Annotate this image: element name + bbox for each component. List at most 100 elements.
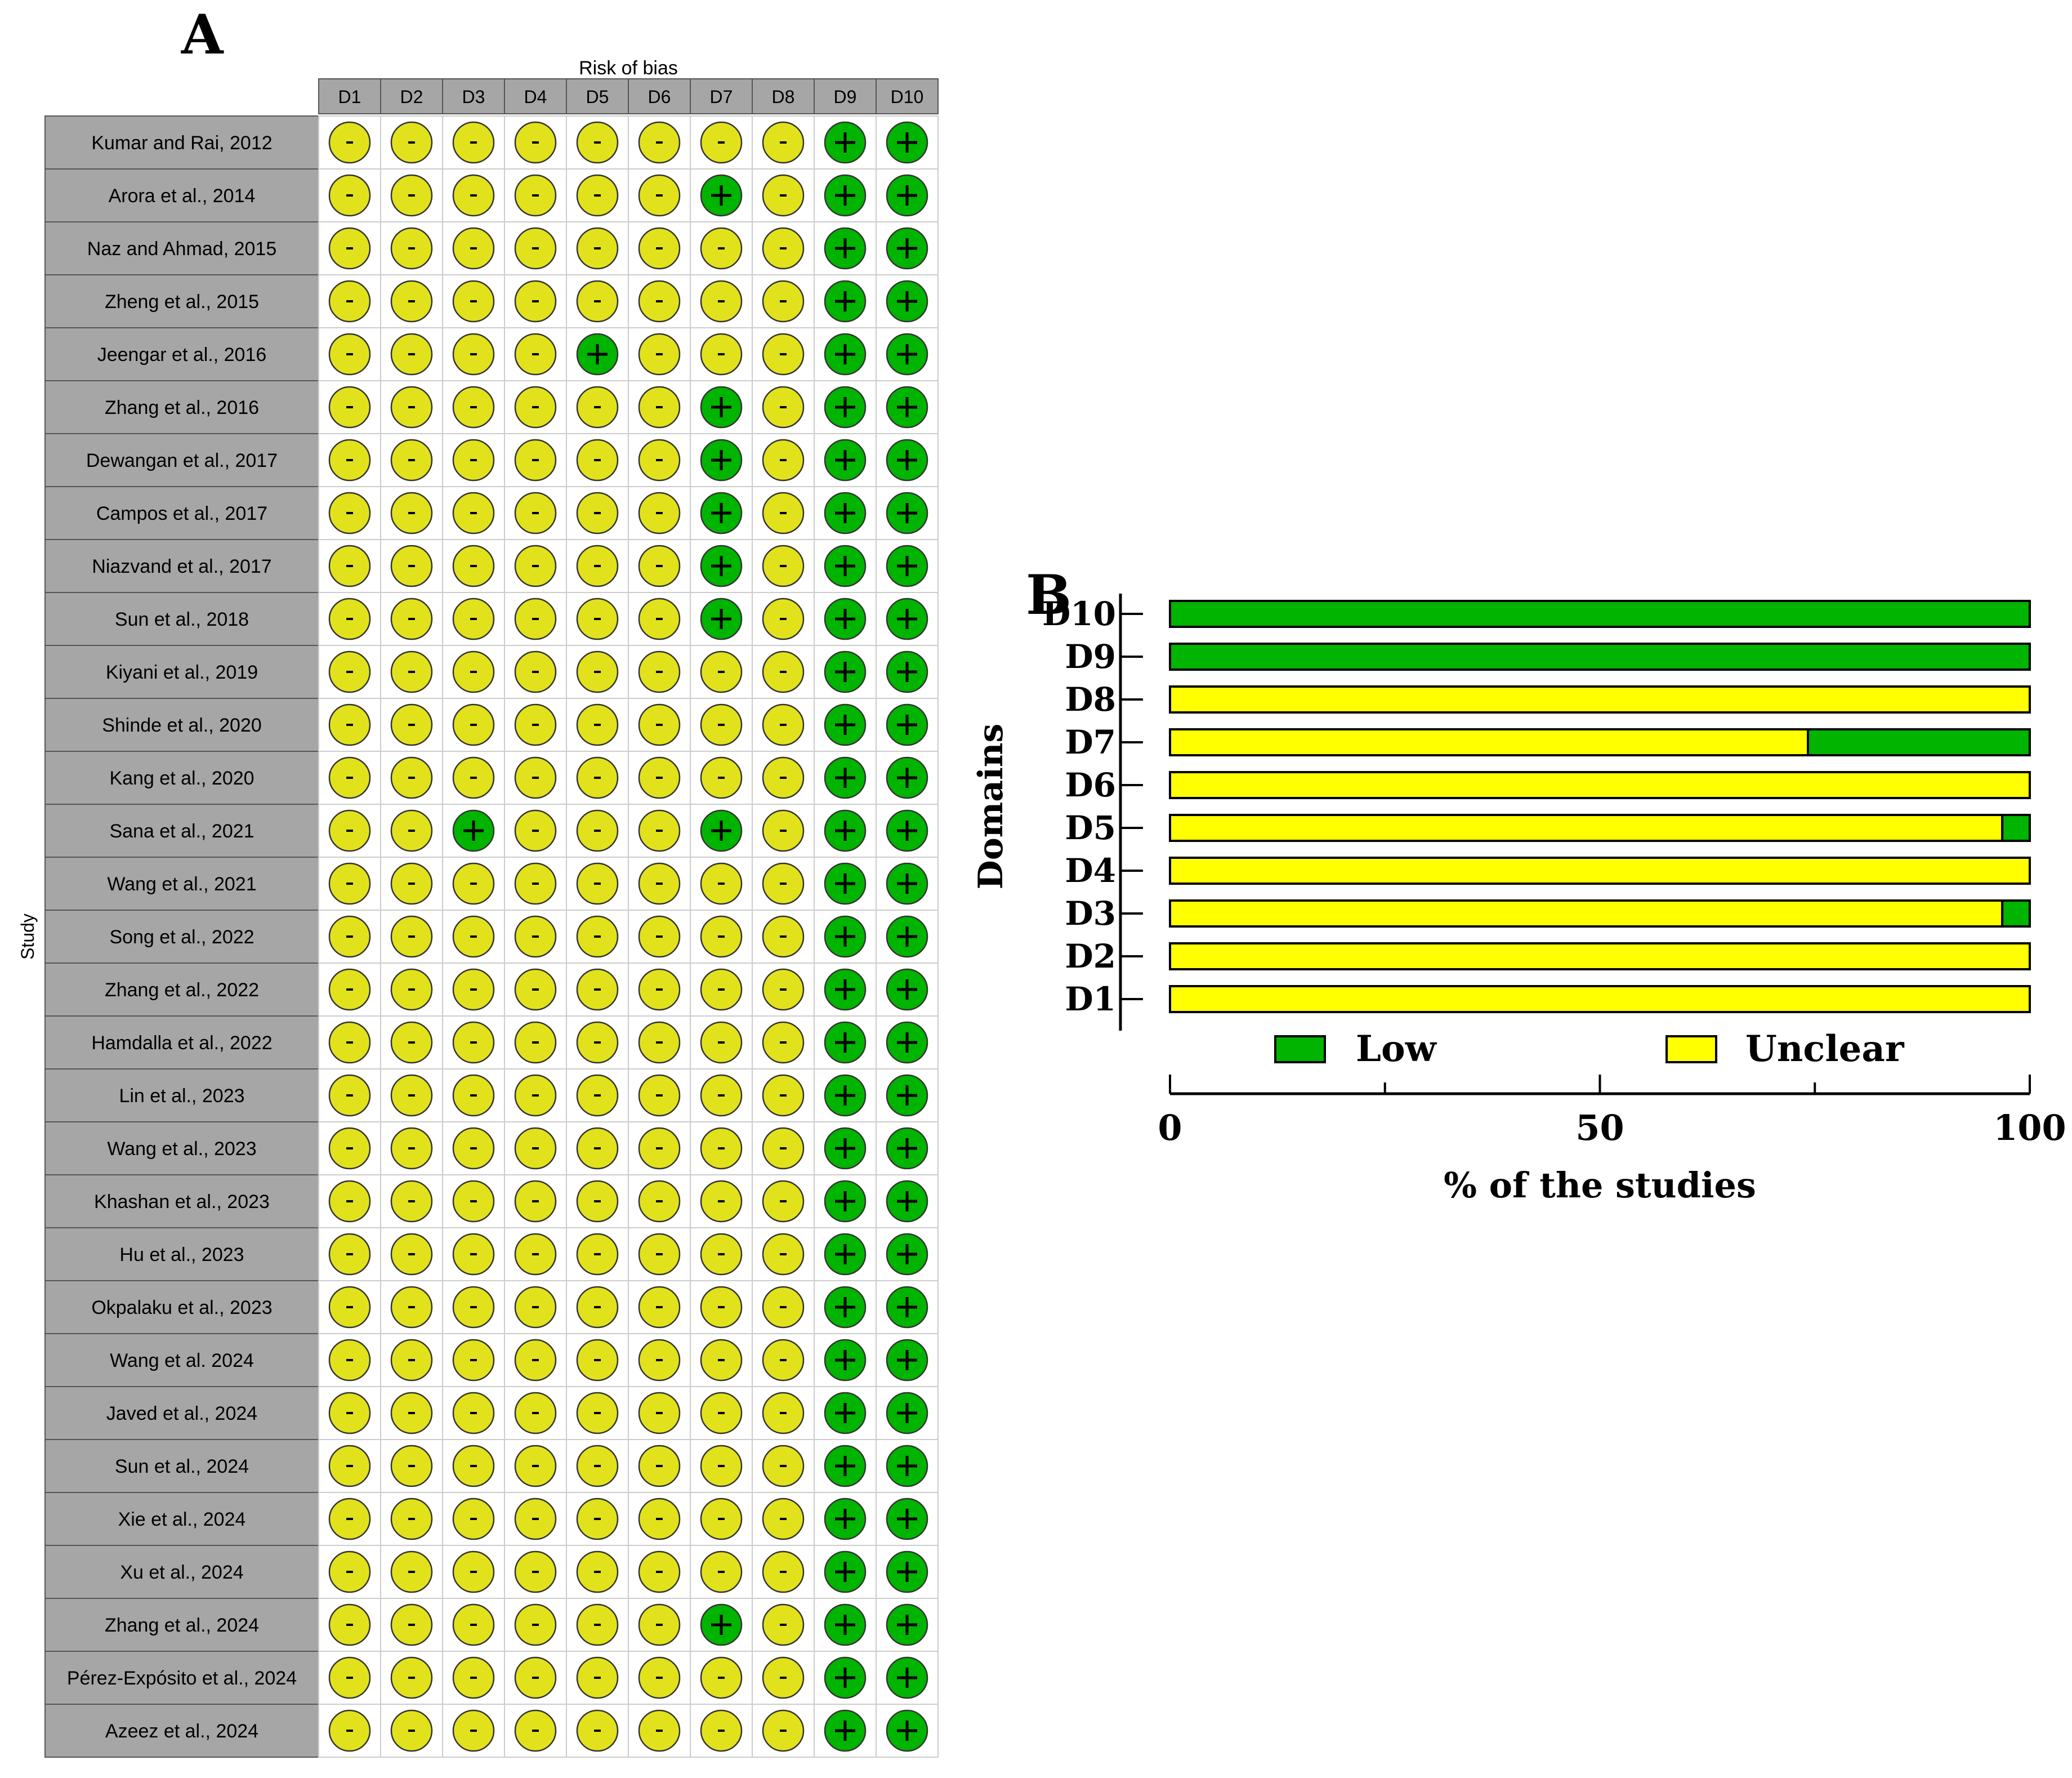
- bar-unclear-d6: [1169, 771, 2031, 799]
- domain-header-d10: [876, 78, 939, 114]
- study-label-cell: [44, 1386, 319, 1440]
- study-label-cell: [44, 1333, 319, 1387]
- domain-header-d4: [504, 78, 567, 114]
- domain-header-label: D3: [462, 87, 485, 107]
- study-name: Zhang et al., 2016: [105, 397, 259, 418]
- study-name: Hamdalla et al., 2022: [91, 1032, 272, 1054]
- legend-unclear-swatch: [1665, 1035, 1717, 1063]
- y-tick-label: D2: [1065, 937, 1116, 975]
- study-name: Wang et al., 2023: [107, 1138, 256, 1160]
- study-name: Niazvand et al., 2017: [92, 556, 271, 577]
- study-name: Xu et al., 2024: [120, 1562, 243, 1583]
- domain-header-d1: [318, 78, 381, 114]
- study-name: Song et al., 2022: [109, 926, 254, 948]
- bar-low-d5: [2001, 814, 2031, 842]
- study-name: Khashan et al., 2023: [94, 1191, 270, 1213]
- study-label-cell: [44, 168, 319, 222]
- bar-low-d10: [1169, 600, 2031, 628]
- study-name: Hu et al., 2023: [119, 1244, 244, 1265]
- x-tick-label: 0: [1158, 1107, 1182, 1148]
- study-name: Xie et al., 2024: [118, 1509, 246, 1530]
- x-tick-label: 100: [1993, 1107, 2066, 1148]
- study-name: Arora et al., 2014: [109, 185, 256, 207]
- study-label-cell: [44, 1227, 319, 1281]
- bar-low-d9: [1169, 643, 2031, 671]
- legend-unclear-label: Unclear: [1745, 1028, 1905, 1070]
- y-tick-label: D6: [1065, 766, 1116, 804]
- domain-header-label: D2: [400, 87, 423, 107]
- study-label-cell: [44, 857, 319, 911]
- y-tick-label: D10: [1042, 595, 1116, 633]
- study-name: Naz and Ahmad, 2015: [87, 238, 276, 260]
- study-name: Pérez-Expósito et al., 2024: [67, 1668, 297, 1689]
- domain-header-d5: [566, 78, 629, 114]
- study-label-cell: [44, 698, 319, 752]
- domain-header-label: D4: [524, 87, 547, 107]
- domain-header-label: D6: [648, 87, 671, 107]
- study-label-cell: [44, 539, 319, 593]
- study-name: Kiyani et al., 2019: [106, 662, 258, 683]
- study-label-cell: [44, 433, 319, 487]
- domain-header-label: D9: [834, 87, 857, 107]
- study-name: Zhang et al., 2024: [105, 1615, 259, 1636]
- study-label-cell: [44, 274, 319, 328]
- legend-low-label: Low: [1356, 1028, 1437, 1070]
- risk-of-bias-table: Risk of bias Study D1 D2 D3 D4 D5 D6 D7 D8 D9 D10 Ku…: [17, 57, 939, 1758]
- study-name: Lin et al., 2023: [119, 1085, 244, 1107]
- bar-low-d7: [1807, 728, 2031, 756]
- domain-header-label: D5: [586, 87, 609, 107]
- bar-unclear-d4: [1169, 857, 2031, 885]
- domain-header-d2: [380, 78, 443, 114]
- domain-header-d8: [752, 78, 815, 114]
- domain-header-label: D10: [891, 87, 924, 107]
- x-tick-label: 50: [1575, 1107, 1624, 1148]
- y-tick-label: D5: [1065, 809, 1116, 847]
- study-label-cell: [44, 804, 319, 858]
- y-tick-label: D1: [1065, 980, 1116, 1018]
- study-name: Wang et al. 2024: [110, 1350, 254, 1371]
- legend-low-swatch: [1274, 1035, 1326, 1063]
- study-label-cell: [44, 221, 319, 275]
- study-name: Sun et al., 2018: [115, 609, 249, 630]
- study-axis-label: Study: [17, 913, 38, 960]
- bar-low-d3: [2001, 899, 2031, 928]
- study-label-cell: [44, 1704, 319, 1758]
- study-name: Okpalaku et al., 2023: [91, 1297, 272, 1318]
- study-name: Sana et al., 2021: [109, 821, 254, 842]
- domain-header-d6: [628, 78, 691, 114]
- study-label-cell: [44, 1492, 319, 1546]
- study-label-cell: [44, 962, 319, 1017]
- panel-b-letter: B: [1026, 563, 1072, 627]
- study-name: Javed et al., 2024: [106, 1403, 257, 1424]
- bar-unclear-d7: [1169, 728, 1810, 756]
- domain-header-d9: [814, 78, 877, 114]
- domain-header-label: D7: [710, 87, 733, 107]
- study-label-cell: [44, 1439, 319, 1493]
- bar-unclear-d1: [1169, 985, 2031, 1013]
- domain-header-label: D1: [338, 87, 361, 107]
- study-name: Sun et al., 2024: [115, 1456, 249, 1477]
- domain-header-label: D8: [772, 87, 795, 107]
- bar-unclear-d2: [1169, 942, 2031, 970]
- study-name: Kang et al., 2020: [109, 768, 254, 789]
- study-label-cell: [44, 1121, 319, 1175]
- y-tick-label: D9: [1065, 638, 1116, 676]
- study-name: Kumar and Rai, 2012: [91, 132, 272, 154]
- study-name: Zhang et al., 2022: [105, 979, 259, 1001]
- bar-unclear-d3: [1169, 899, 2004, 928]
- study-label-cell: [44, 592, 319, 646]
- study-label-cell: [44, 1598, 319, 1652]
- domain-bar-chart: D10 D9 D8 D7 D6 D5 D4 D3 D2 D1 Domains Low Unclear 0 5…: [971, 594, 2066, 1206]
- study-name: Jeengar et al., 2016: [97, 344, 267, 366]
- y-tick-label: D7: [1065, 723, 1116, 761]
- study-name: Campos et al., 2017: [96, 503, 267, 524]
- y-tick-label: D8: [1065, 680, 1116, 719]
- study-name: Wang et al., 2021: [107, 874, 256, 895]
- study-name: Dewangan et al., 2017: [86, 450, 278, 471]
- study-name: Azeez et al., 2024: [105, 1721, 258, 1742]
- x-axis-title: % of the studies: [1444, 1165, 1756, 1206]
- study-label-cell: [44, 1280, 319, 1334]
- study-name: Zheng et al., 2015: [105, 291, 259, 313]
- risk-of-bias-header: Risk of bias: [579, 57, 678, 79]
- study-label-cell: [44, 1174, 319, 1228]
